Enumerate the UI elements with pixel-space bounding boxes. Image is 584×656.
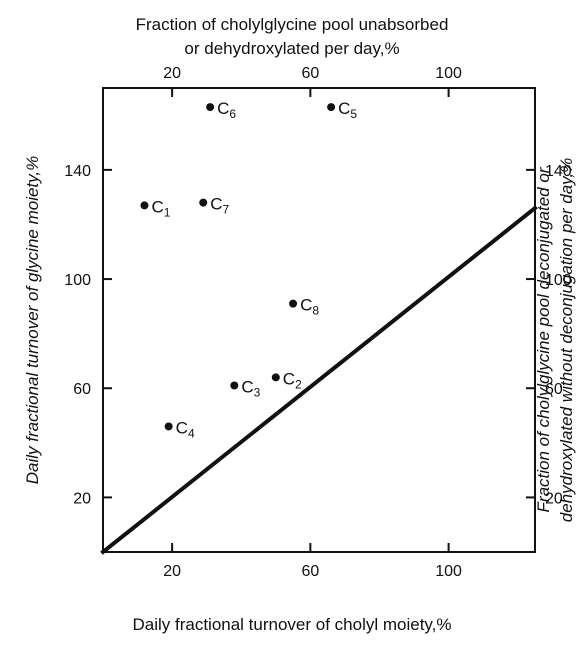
right-axis-label-line2: dehydroxylated without deconjugation per… <box>557 158 576 522</box>
right-axis-label-line1: Fraction of cholylglycine pool deconjuga… <box>534 166 553 512</box>
x-axis-label: Daily fractional turnover of cholyl moie… <box>132 615 451 634</box>
top-axis-title-line2: or dehydroxylated per day,% <box>184 39 399 58</box>
top-axis-title-line1: Fraction of cholylglycine pool unabsorbe… <box>136 15 449 34</box>
point-label: C3 <box>241 378 260 400</box>
point-label: C6 <box>217 99 236 121</box>
point-label: C2 <box>283 369 302 391</box>
y-tick-label-left: 60 <box>73 381 91 398</box>
y-tick-label-right: 140 <box>545 163 572 180</box>
data-point <box>289 299 298 308</box>
data-points: C1 C2 C3 C4 C5 C6 C7 C8 <box>140 99 357 440</box>
y-tick-label-left: 140 <box>64 163 91 180</box>
axis-ticks: 20 20 60 60 100 100 20 20 60 60 100 100 140 140 <box>64 65 572 580</box>
y-tick-label-right: 60 <box>545 381 563 398</box>
data-point <box>206 103 215 112</box>
point-label: C4 <box>176 418 195 440</box>
data-point <box>230 381 239 390</box>
x-tick-label-bottom: 60 <box>301 563 319 580</box>
x-tick-label-bottom: 100 <box>435 563 462 580</box>
x-tick-label-top: 60 <box>301 65 319 82</box>
y-axis-label: Daily fractional turnover of glycine moi… <box>23 156 42 485</box>
y-tick-label-right: 20 <box>545 490 563 507</box>
x-tick-label-bottom: 20 <box>163 563 181 580</box>
x-tick-label-top: 100 <box>435 65 462 82</box>
plot-frame <box>102 87 536 553</box>
data-point <box>199 198 208 207</box>
data-point <box>327 103 336 112</box>
point-label: C8 <box>300 296 319 318</box>
point-label: C7 <box>210 195 229 217</box>
point-label: C1 <box>151 197 170 219</box>
y-tick-label-left: 100 <box>64 272 91 289</box>
x-tick-label-top: 20 <box>163 65 181 82</box>
reference-line-group <box>100 205 538 555</box>
y-tick-label-right: 100 <box>545 272 572 289</box>
data-point <box>140 201 149 210</box>
data-point <box>164 422 173 431</box>
point-label: C5 <box>338 99 357 121</box>
y-tick-label-left: 20 <box>73 490 91 507</box>
data-point <box>271 373 280 382</box>
reference-line <box>100 205 538 555</box>
